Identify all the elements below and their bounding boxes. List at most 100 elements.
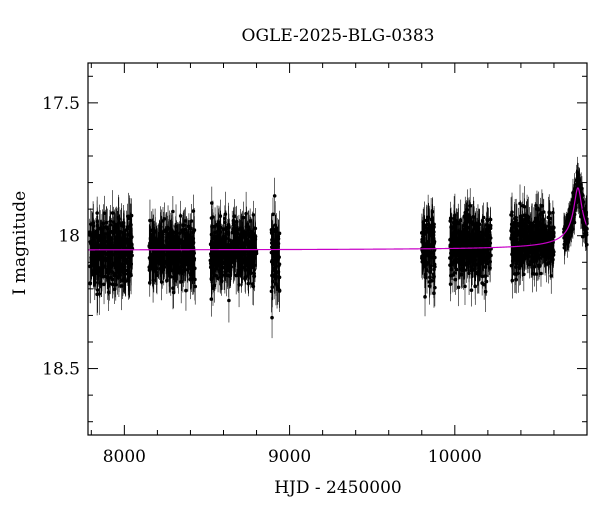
data-point: [271, 262, 275, 266]
data-point: [243, 253, 247, 257]
data-point: [244, 230, 248, 234]
data-point: [119, 230, 123, 234]
data-point: [184, 233, 188, 237]
data-point: [466, 231, 470, 235]
data-point: [188, 254, 192, 258]
data-point: [192, 209, 196, 213]
data-point: [116, 276, 120, 280]
data-point: [182, 255, 186, 259]
data-point: [489, 224, 493, 228]
data-point: [115, 242, 119, 246]
data-point: [105, 221, 109, 225]
data-point: [449, 216, 453, 220]
plot-marks: [88, 157, 589, 338]
data-point: [152, 262, 156, 266]
data-point: [530, 239, 534, 243]
data-point: [187, 251, 191, 255]
data-point: [482, 216, 486, 220]
data-point: [245, 222, 249, 226]
data-point: [229, 245, 233, 249]
data-point: [239, 227, 243, 231]
data-point: [242, 216, 246, 220]
data-point: [510, 264, 514, 268]
data-point: [535, 225, 539, 229]
data-point: [90, 254, 94, 258]
data-point: [156, 252, 160, 256]
data-point: [468, 251, 472, 255]
data-point: [165, 279, 169, 283]
data-point: [106, 241, 110, 245]
data-point: [534, 234, 538, 238]
data-point: [515, 262, 519, 266]
data-point: [424, 273, 428, 277]
data-point: [161, 244, 165, 248]
data-point: [190, 219, 194, 223]
data-point: [232, 261, 236, 265]
data-point: [107, 251, 111, 255]
data-point: [237, 270, 241, 274]
data-point: [451, 261, 455, 265]
data-point: [466, 208, 470, 212]
data-point: [118, 273, 122, 277]
data-point: [227, 299, 231, 303]
data-point: [121, 237, 125, 241]
data-point: [485, 280, 489, 284]
data-point: [535, 272, 539, 276]
data-point: [150, 228, 154, 232]
data-point: [252, 237, 256, 241]
data-point: [216, 277, 220, 281]
data-point: [470, 288, 474, 292]
data-point: [484, 243, 488, 247]
data-point: [107, 267, 111, 271]
data-point: [109, 219, 113, 223]
data-point: [210, 297, 214, 301]
data-point: [224, 255, 228, 259]
data-point: [484, 290, 488, 294]
data-point: [106, 247, 110, 251]
data-point: [523, 248, 527, 252]
data-point: [487, 240, 491, 244]
data-point: [453, 271, 457, 275]
data-point: [448, 263, 452, 267]
data-point: [423, 295, 427, 299]
data-point: [176, 261, 180, 265]
data-point: [271, 285, 275, 289]
data-point: [252, 213, 256, 217]
data-point: [518, 202, 522, 206]
data-point: [252, 275, 256, 279]
data-point: [189, 227, 193, 231]
data-point: [168, 244, 172, 248]
data-point: [119, 268, 123, 272]
data-point: [184, 289, 188, 293]
data-point: [210, 242, 214, 246]
data-point: [224, 212, 228, 216]
data-point: [174, 235, 178, 239]
data-point: [148, 281, 152, 285]
data-point: [163, 217, 167, 221]
data-point: [430, 256, 434, 260]
data-point: [193, 285, 197, 289]
data-point: [246, 282, 250, 286]
data-point: [191, 239, 195, 243]
data-point: [179, 214, 183, 218]
data-point: [543, 228, 547, 232]
data-point: [166, 236, 170, 240]
data-point: [275, 242, 279, 246]
data-point: [210, 201, 214, 205]
data-point: [462, 236, 466, 240]
data-point: [537, 265, 541, 269]
data-point: [128, 217, 132, 221]
data-point: [227, 223, 231, 227]
data-point: [113, 225, 117, 229]
chart-title: OGLE-2025-BLG-0383: [242, 26, 435, 46]
data-point: [471, 215, 475, 219]
data-point: [270, 238, 274, 242]
data-point: [108, 231, 112, 235]
data-point: [473, 285, 477, 289]
data-point: [428, 275, 432, 279]
data-point: [103, 240, 107, 244]
data-point: [236, 273, 240, 277]
data-point: [524, 225, 528, 229]
data-point: [214, 231, 218, 235]
